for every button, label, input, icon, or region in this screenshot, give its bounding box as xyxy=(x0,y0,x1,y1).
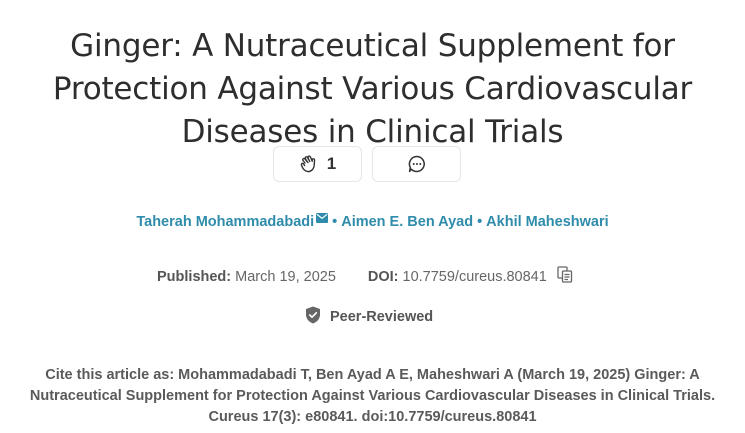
author-separator: • xyxy=(477,214,483,230)
doi-value: 10.7759/cureus.80841 xyxy=(402,268,547,285)
clap-count: 1 xyxy=(326,154,337,173)
clap-icon xyxy=(299,154,319,174)
author-separator: • xyxy=(332,214,338,230)
published-label: Published: xyxy=(157,268,232,285)
author-link[interactable]: Aimen E. Ben Ayad xyxy=(341,214,474,230)
comment-button[interactable] xyxy=(372,146,461,182)
article-title: Ginger: A Nutraceutical Supplement for P… xyxy=(52,27,693,150)
shield-check-icon xyxy=(305,306,321,328)
peer-reviewed-label: Peer-Reviewed xyxy=(330,309,434,325)
comment-icon xyxy=(408,155,426,173)
publication-meta: Published: March 19, 2025 DOI: 10.7759/c… xyxy=(157,266,573,287)
copy-icon[interactable] xyxy=(557,266,573,287)
citation-text: Cite this article as: Mohammadabadi T, B… xyxy=(29,367,716,425)
peer-reviewed-badge: Peer-Reviewed xyxy=(305,306,433,328)
author-link[interactable]: Akhil Maheshwari xyxy=(486,214,609,230)
clap-button[interactable]: 1 xyxy=(273,146,362,182)
author-list: Taherah Mohammadabadi • Aimen E. Ben Ayad •… xyxy=(0,211,745,230)
author-link[interactable]: Taherah Mohammadabadi xyxy=(136,214,315,230)
published-date: March 19, 2025 xyxy=(235,268,336,285)
doi-label: DOI: xyxy=(367,268,399,285)
article-actions: 1 xyxy=(273,146,461,182)
email-icon[interactable] xyxy=(316,211,329,227)
